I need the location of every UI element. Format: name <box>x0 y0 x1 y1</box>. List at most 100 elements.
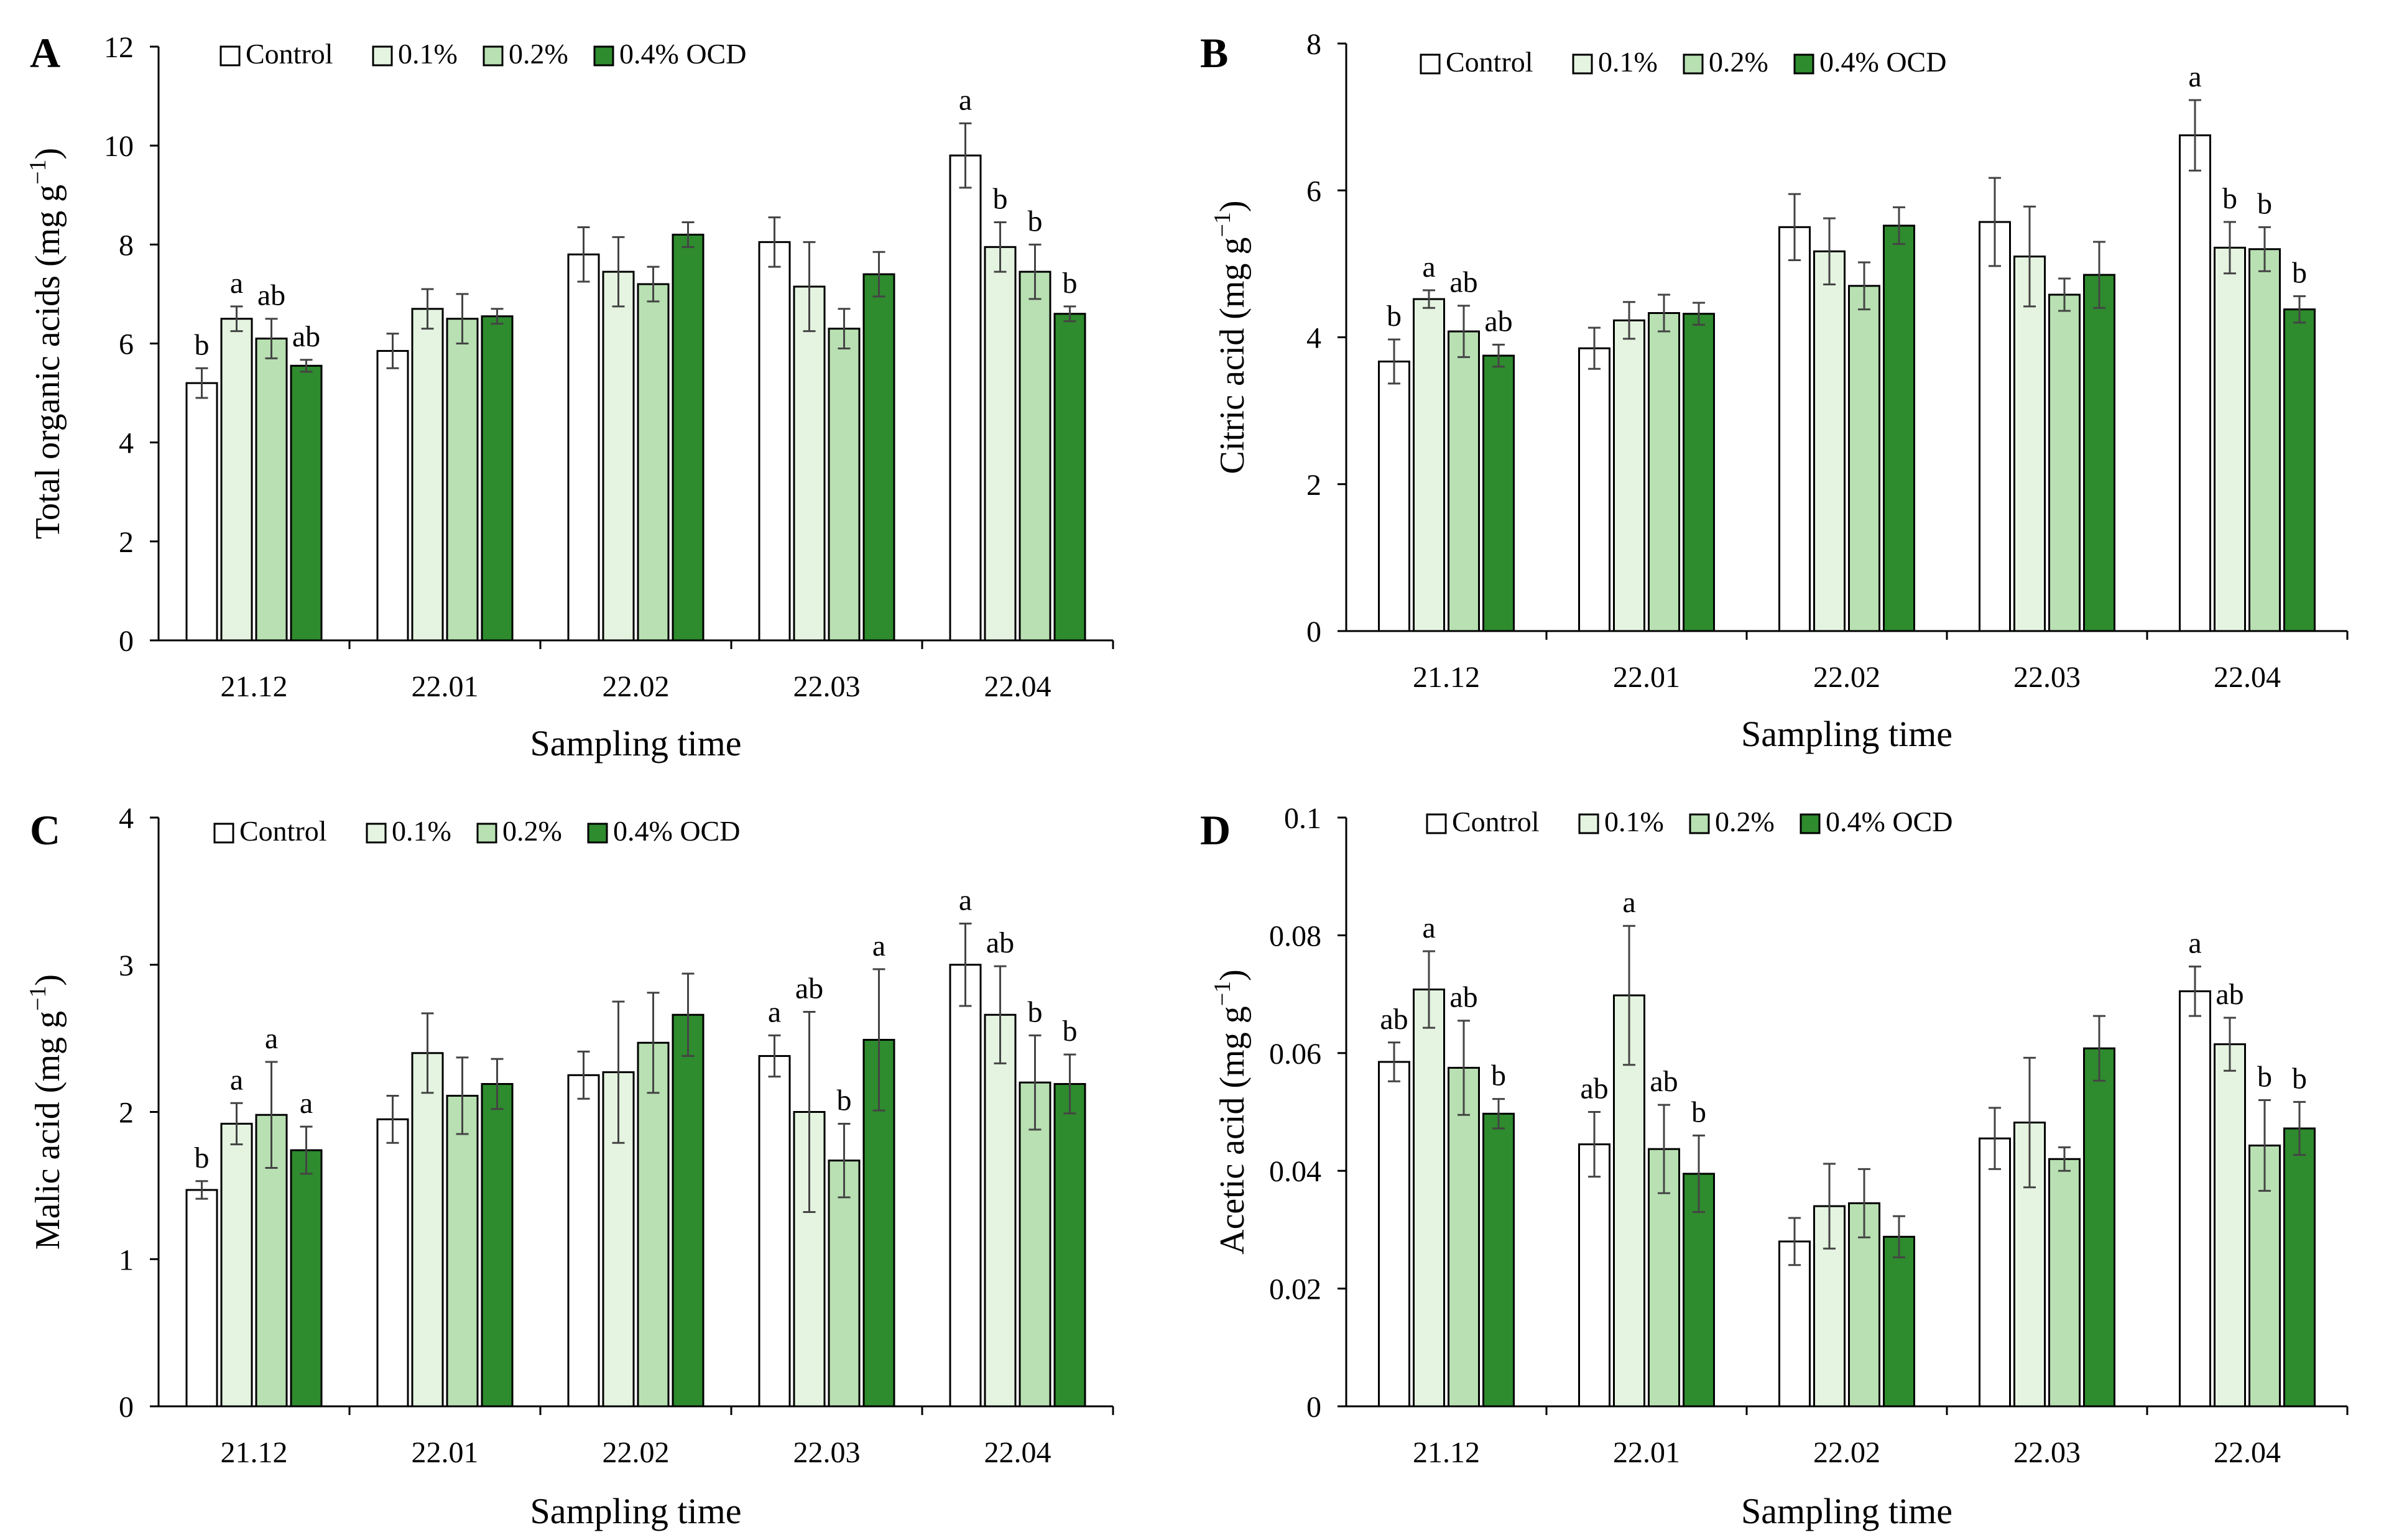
x-tick-label: 21.12 <box>1413 661 1480 694</box>
bar-a-2-3 <box>672 233 705 642</box>
y-tick-label: 0 <box>1306 1391 1321 1424</box>
significance-letter: ab <box>1580 1072 1608 1105</box>
significance-letter: ab <box>795 972 823 1005</box>
panel-d: D 0 0.02 0.04 0.06 0.08 0.1 Acetic acid (mg g−1… <box>1200 802 2349 1531</box>
bar-b-2-2 <box>1848 285 1880 632</box>
bar-b-3-0 <box>1979 221 2011 632</box>
legend-swatch <box>219 45 241 67</box>
y-axis-label-superscript: −1 <box>25 159 51 184</box>
y-tick-label: 10 <box>104 130 134 163</box>
bar-c-3-2 <box>828 1160 861 1408</box>
y-tick-label: 4 <box>119 802 134 835</box>
bar-b-0-1 <box>1413 298 1445 632</box>
bar-b-3-3 <box>2083 274 2115 632</box>
legend-label: 0.1% <box>392 815 451 847</box>
bar-b-4-3 <box>2283 308 2316 632</box>
bar-d-0-3 <box>1482 1112 1515 1408</box>
bar-c-1-0 <box>376 1118 409 1408</box>
legend-label: Control <box>239 815 327 847</box>
legend-label: 0.2% <box>509 38 568 70</box>
significance-letter: a <box>959 83 972 116</box>
bar-b-4-2 <box>2248 248 2281 632</box>
panel-a: A 0 2 4 6 8 10 12 Total organic acids (mg g−1) Sa… <box>25 29 1114 763</box>
panel-c: C 0 1 2 3 4 Malic acid (mg g−1) Sampling time 21… <box>25 802 1114 1531</box>
bar-b-0-3 <box>1482 354 1515 632</box>
x-tick-label: 22.01 <box>412 1436 479 1469</box>
legend-label: 0.4% OCD <box>619 38 746 70</box>
bar-a-2-1 <box>602 270 635 642</box>
y-axis-label-superscript: −1 <box>25 986 51 1011</box>
bar-a-4-1 <box>984 246 1017 642</box>
bar-a-0-1 <box>220 318 253 642</box>
y-tick-label: 6 <box>1306 175 1321 208</box>
legend-label: 0.1% <box>398 38 458 70</box>
bar-d-2-0 <box>1778 1240 1811 1408</box>
bar-c-4-3 <box>1053 1083 1086 1408</box>
bar-c-0-2 <box>255 1114 288 1408</box>
legend-swatch <box>1420 53 1441 75</box>
legend-label: 0.1% <box>1598 46 1658 78</box>
bar-b-4-0 <box>2179 134 2211 632</box>
bar-d-0-0 <box>1378 1061 1410 1408</box>
significance-letter: a <box>1622 886 1635 919</box>
x-tick-label: 21.12 <box>221 670 288 703</box>
y-axis-label: Total organic acids (mg g−1) <box>25 148 67 540</box>
bar-a-1-0 <box>376 349 409 642</box>
y-tick-label: 0.06 <box>1269 1038 1321 1071</box>
bar-a-2-2 <box>637 283 670 642</box>
legend-swatch <box>1578 813 1599 834</box>
bar-b-1-1 <box>1613 319 1645 632</box>
bar-a-3-3 <box>862 273 895 642</box>
bar-c-0-0 <box>185 1189 218 1408</box>
significance-letter: b <box>1387 300 1402 333</box>
legend-swatch <box>1793 53 1814 75</box>
bar-a-1-3 <box>481 315 514 642</box>
bar-d-3-3 <box>2083 1047 2115 1408</box>
legend-swatch <box>372 45 393 67</box>
significance-letter: b <box>195 328 210 361</box>
bar-d-3-0 <box>1979 1137 2011 1408</box>
y-tick-label: 2 <box>119 1097 134 1130</box>
bar-b-1-0 <box>1578 347 1610 632</box>
significance-letter: b <box>837 1084 852 1117</box>
y-tick-label: 12 <box>104 31 134 64</box>
bar-b-3-1 <box>2013 256 2046 632</box>
legend-swatch <box>1426 813 1447 834</box>
significance-letter: ab <box>292 320 320 353</box>
bar-a-4-0 <box>949 154 982 642</box>
bar-d-0-1 <box>1413 989 1445 1408</box>
bar-c-2-0 <box>567 1074 600 1408</box>
legend-swatch <box>1689 813 1710 834</box>
panel-letter: C <box>30 806 60 854</box>
significance-letter: b <box>1028 205 1043 237</box>
bar-c-0-3 <box>290 1149 323 1408</box>
legend-label: 0.2% <box>1715 806 1775 837</box>
significance-letter: b <box>2257 1061 2272 1094</box>
y-tick-label: 8 <box>1306 28 1321 61</box>
legend-swatch <box>593 45 614 67</box>
y-axis-label-tail: ) <box>29 974 67 986</box>
significance-letter: b <box>1691 1095 1706 1128</box>
legend-label: Control <box>1452 806 1540 837</box>
legend-swatch <box>587 823 608 844</box>
y-axis-label-tail: ) <box>1213 200 1252 212</box>
bar-d-4-1 <box>2214 1043 2246 1408</box>
x-tick-label: 21.12 <box>221 1436 288 1469</box>
bar-a-3-2 <box>828 328 861 642</box>
x-tick-label: 22.02 <box>603 670 670 703</box>
bar-d-4-3 <box>2283 1127 2316 1408</box>
legend-label: 0.1% <box>1604 806 1664 837</box>
bar-c-2-1 <box>602 1071 635 1408</box>
significance-letter: b <box>195 1141 210 1174</box>
panel-letter: A <box>30 29 60 76</box>
y-axis-label-tail: ) <box>1213 969 1252 981</box>
significance-letter: ab <box>1449 266 1477 299</box>
legend-label: 0.4% OCD <box>1826 806 1952 837</box>
significance-letter: ab <box>1449 981 1477 1014</box>
y-axis-label: Malic acid (mg g−1) <box>25 974 67 1250</box>
legend-label: 0.2% <box>502 815 562 847</box>
bar-b-2-1 <box>1813 250 1846 632</box>
x-tick-label: 22.04 <box>2214 1436 2281 1469</box>
x-tick-label: 22.04 <box>2214 661 2281 694</box>
